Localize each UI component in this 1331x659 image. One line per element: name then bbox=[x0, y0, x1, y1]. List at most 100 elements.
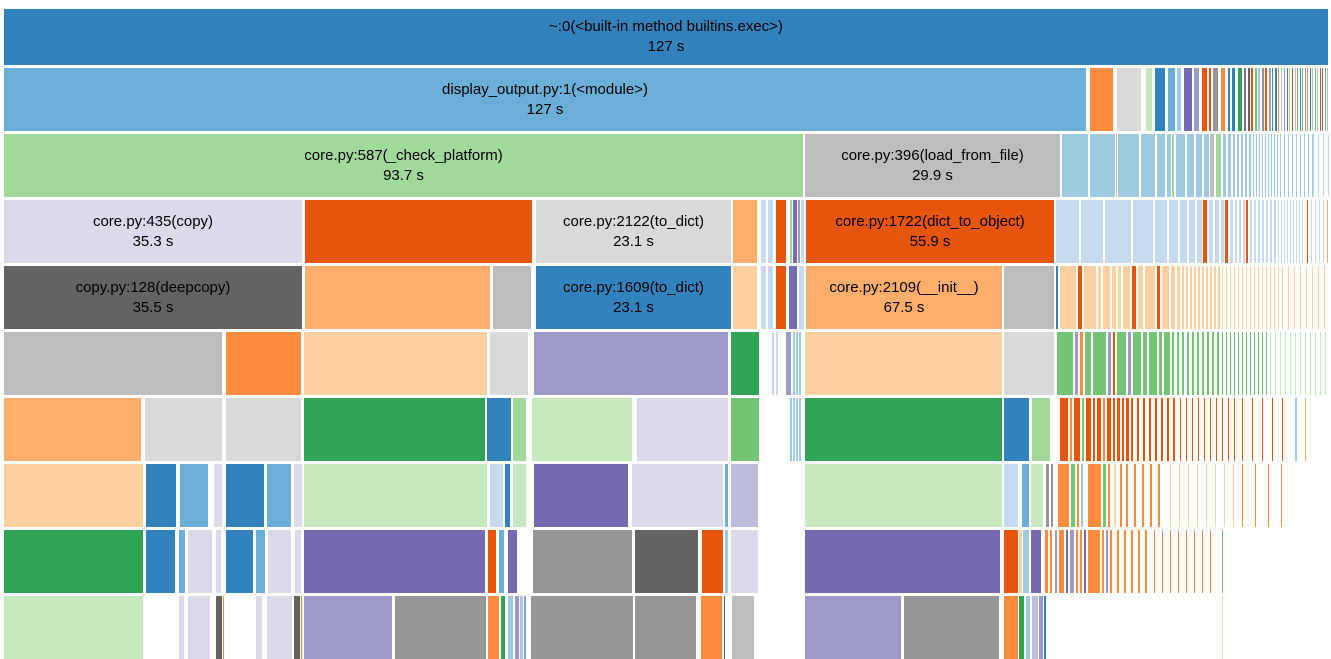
flame-cell[interactable] bbox=[1272, 398, 1273, 461]
flame-cell[interactable] bbox=[1202, 68, 1207, 131]
flame-cell[interactable] bbox=[1290, 332, 1291, 395]
flame-cell[interactable] bbox=[1171, 266, 1175, 329]
flame-cell[interactable] bbox=[1102, 530, 1104, 593]
flame-cell[interactable] bbox=[1176, 134, 1185, 197]
flame-cell[interactable] bbox=[1265, 134, 1266, 197]
flame-cell[interactable] bbox=[1277, 134, 1278, 197]
flame-cell[interactable] bbox=[1225, 200, 1228, 263]
flame-cell[interactable] bbox=[761, 266, 766, 329]
flame-cell[interactable] bbox=[1295, 332, 1296, 395]
flame-cell[interactable] bbox=[1226, 266, 1227, 329]
flame-cell[interactable] bbox=[1177, 68, 1181, 131]
flame-cell[interactable] bbox=[1238, 68, 1242, 131]
flame-cell[interactable] bbox=[1172, 332, 1174, 395]
flame-cell[interactable] bbox=[267, 596, 292, 659]
flame-cell[interactable] bbox=[1159, 332, 1162, 395]
flame-cell[interactable] bbox=[226, 464, 264, 527]
flame-cell[interactable] bbox=[1234, 266, 1235, 329]
flame-cell[interactable] bbox=[1039, 596, 1043, 659]
flame-cell[interactable] bbox=[1258, 68, 1260, 131]
flame-cell[interactable] bbox=[1278, 68, 1279, 131]
flame-cell[interactable] bbox=[1093, 332, 1106, 395]
flame-cell[interactable] bbox=[1250, 332, 1251, 395]
flame-cell[interactable] bbox=[1090, 134, 1115, 197]
frame-deepcopy[interactable]: copy.py:128(deepcopy) 35.5 s bbox=[4, 266, 302, 329]
flame-cell[interactable] bbox=[799, 332, 801, 395]
flame-cell[interactable] bbox=[1251, 68, 1253, 131]
flame-cell[interactable] bbox=[1246, 332, 1247, 395]
flame-cell[interactable] bbox=[1071, 464, 1075, 527]
flame-cell[interactable] bbox=[1292, 68, 1293, 131]
flame-cell[interactable] bbox=[1132, 266, 1136, 329]
flame-cell[interactable] bbox=[1117, 332, 1126, 395]
flame-cell[interactable] bbox=[801, 200, 804, 263]
flame-cell[interactable] bbox=[1084, 530, 1086, 593]
flame-cell[interactable] bbox=[632, 464, 723, 527]
flame-cell[interactable] bbox=[490, 332, 528, 395]
flame-cell[interactable] bbox=[1288, 266, 1289, 329]
flame-cell[interactable] bbox=[4, 332, 222, 395]
flame-cell[interactable] bbox=[1170, 464, 1171, 527]
flame-cell[interactable] bbox=[1297, 68, 1298, 131]
flame-cell[interactable] bbox=[1103, 398, 1105, 461]
flame-cell[interactable] bbox=[1269, 68, 1271, 131]
flame-cell[interactable] bbox=[513, 464, 526, 527]
flame-cell[interactable] bbox=[1146, 68, 1152, 131]
flame-cell[interactable] bbox=[1077, 464, 1079, 527]
flame-cell[interactable] bbox=[4, 596, 143, 659]
frame-init-2109[interactable]: core.py:2109(__init__) 67.5 s bbox=[806, 266, 1002, 329]
flame-cell[interactable] bbox=[1324, 266, 1325, 329]
flame-cell[interactable] bbox=[1319, 200, 1320, 263]
flame-cell[interactable] bbox=[1131, 530, 1133, 593]
flame-cell[interactable] bbox=[789, 266, 797, 329]
flame-cell[interactable] bbox=[1197, 200, 1202, 263]
flame-cell[interactable] bbox=[1270, 332, 1271, 395]
flame-cell[interactable] bbox=[1222, 398, 1223, 461]
flame-cell[interactable] bbox=[1203, 200, 1207, 263]
flame-cell[interactable] bbox=[1282, 266, 1283, 329]
flame-cell[interactable] bbox=[1313, 134, 1314, 197]
flame-cell[interactable] bbox=[532, 398, 632, 461]
flame-cell[interactable] bbox=[1259, 134, 1260, 197]
flame-cell[interactable] bbox=[1086, 398, 1091, 461]
flame-cell[interactable] bbox=[1179, 464, 1180, 527]
flame-cell[interactable] bbox=[1155, 200, 1167, 263]
flame-cell[interactable] bbox=[508, 530, 517, 593]
flame-cell[interactable] bbox=[226, 530, 253, 593]
flame-cell[interactable] bbox=[1274, 266, 1275, 329]
flame-cell[interactable] bbox=[1272, 68, 1273, 131]
flame-cell[interactable] bbox=[1243, 200, 1245, 263]
flame-cell[interactable] bbox=[1270, 200, 1272, 263]
flame-cell[interactable] bbox=[1149, 332, 1157, 395]
flame-cell[interactable] bbox=[1221, 200, 1224, 263]
flame-cell[interactable] bbox=[1118, 266, 1121, 329]
flame-cell[interactable] bbox=[1004, 596, 1018, 659]
flame-cell[interactable] bbox=[226, 398, 301, 461]
flame-cell[interactable] bbox=[304, 332, 487, 395]
flame-cell[interactable] bbox=[1004, 266, 1054, 329]
flame-cell[interactable] bbox=[1210, 398, 1211, 461]
flame-cell[interactable] bbox=[1058, 464, 1069, 527]
flame-cell[interactable] bbox=[731, 530, 758, 593]
flame-cell[interactable] bbox=[1098, 266, 1101, 329]
flame-cell[interactable] bbox=[1300, 68, 1301, 131]
flame-cell[interactable] bbox=[1206, 266, 1208, 329]
flame-cell[interactable] bbox=[1081, 464, 1083, 527]
flame-cell[interactable] bbox=[1266, 266, 1267, 329]
flame-cell[interactable] bbox=[1138, 530, 1140, 593]
flame-cell[interactable] bbox=[1308, 134, 1309, 197]
flame-cell[interactable] bbox=[1031, 530, 1041, 593]
flame-cell[interactable] bbox=[1210, 134, 1214, 197]
flame-cell[interactable] bbox=[1141, 134, 1155, 197]
flame-cell[interactable] bbox=[1097, 398, 1101, 461]
flame-cell[interactable] bbox=[1177, 332, 1179, 395]
flame-cell[interactable] bbox=[805, 332, 1002, 395]
flame-cell[interactable] bbox=[1293, 200, 1294, 263]
flame-cell[interactable] bbox=[793, 398, 795, 461]
flame-cell[interactable] bbox=[1254, 332, 1255, 395]
flame-cell[interactable] bbox=[1133, 200, 1153, 263]
flame-cell[interactable] bbox=[493, 266, 531, 329]
flame-cell[interactable] bbox=[146, 464, 176, 527]
flame-cell[interactable] bbox=[725, 530, 728, 593]
flame-cell[interactable] bbox=[1202, 530, 1203, 593]
